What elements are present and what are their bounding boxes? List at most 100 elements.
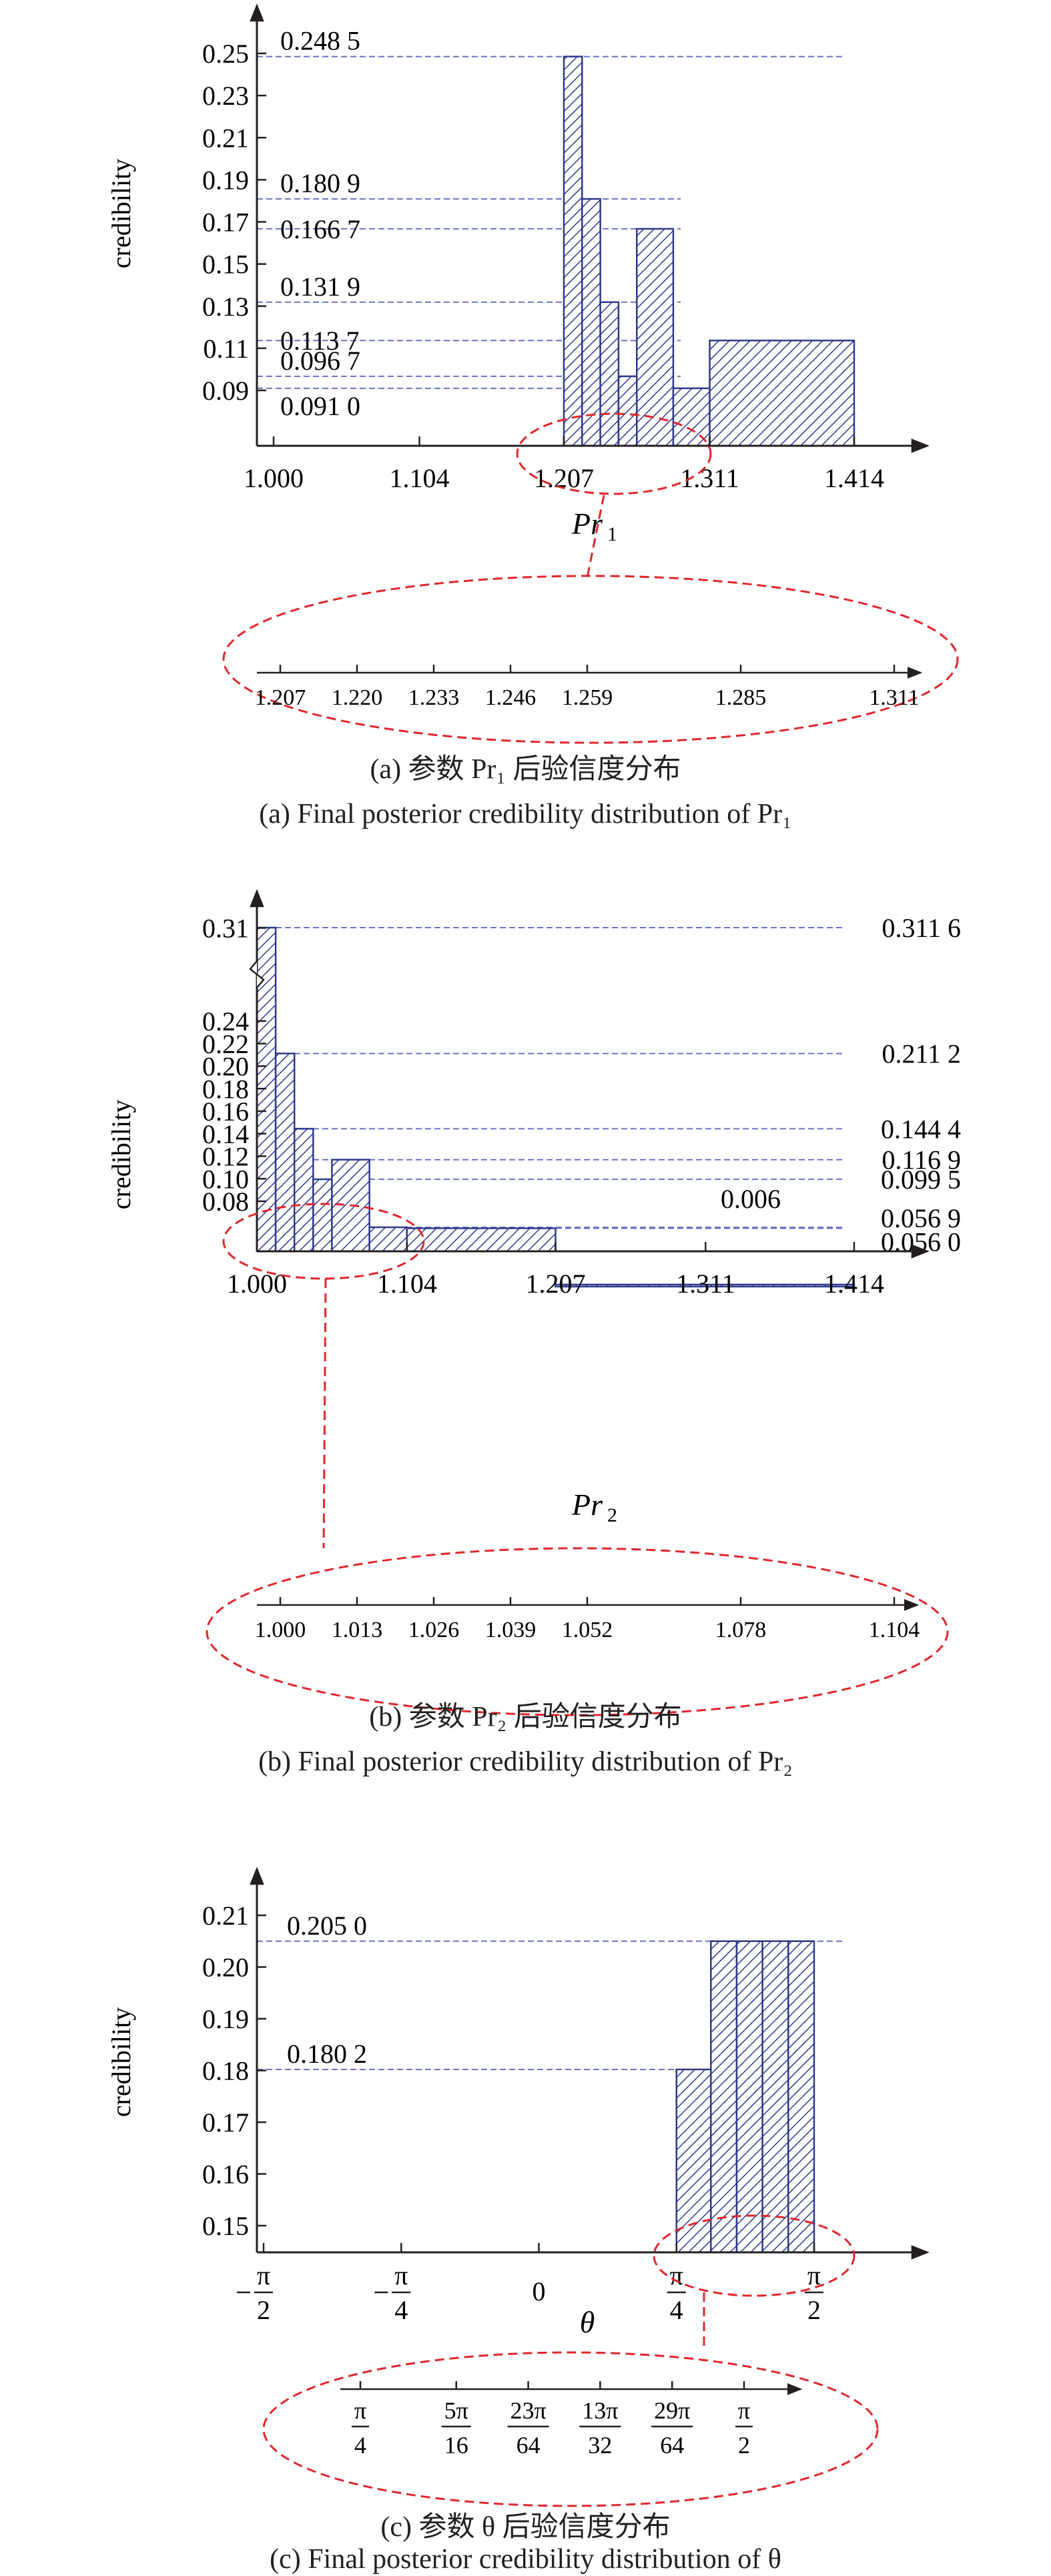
zoom-tick-label-num: 5π	[444, 2397, 468, 2424]
zoom-tick-label: 1.026	[408, 1618, 460, 1642]
zoom-tick-label-num: 23π	[510, 2397, 546, 2424]
x-tick-label: 1.104	[390, 463, 450, 493]
caption-c-cn: (c) 参数 θ 后验信度分布	[380, 2512, 671, 2543]
reference-label: 0.248 5	[280, 26, 360, 56]
x-tick-label: 1.000	[244, 463, 304, 493]
histogram-bar	[761, 1940, 789, 2254]
x-axis-label-subscript: 2	[607, 1504, 617, 1526]
zoom-ellipse	[262, 2351, 879, 2507]
x-axis-label: Pr	[571, 507, 603, 541]
histogram-bar	[636, 228, 675, 447]
zoom-tick-label-den: 32	[588, 2432, 612, 2459]
histogram-bar	[787, 1940, 815, 2254]
histogram-bar	[617, 375, 638, 447]
x-axis-label: Pr	[571, 1488, 603, 1522]
y-tick-label: 0.20	[202, 1052, 249, 1082]
zoom-tick-label: 1.207	[255, 685, 306, 710]
x-tick-label: 1.414	[824, 463, 884, 493]
zoom-tick-label-num: 29π	[654, 2397, 690, 2424]
x-tick-label-den: 2	[807, 2295, 821, 2325]
reference-label: 0.131 9	[280, 272, 360, 302]
zoom-tick-label-den: 16	[444, 2432, 468, 2459]
histogram-bar	[735, 1940, 763, 2254]
histogram-bar	[672, 387, 711, 447]
y-tick-label: 0.19	[202, 2004, 249, 2034]
histogram-bar	[274, 1052, 296, 1253]
histogram-bar	[581, 198, 601, 447]
x-tick-label-num: π	[670, 2260, 683, 2290]
y-tick-label: 0.19	[202, 165, 249, 195]
zoom-tick-label: 1.013	[332, 1618, 383, 1642]
chart-panel-c: credibility 0.205 0 0.180 2 0.15 0.16 0.17 0.1…	[0, 1809, 1051, 2575]
reference-label: 0.091 0	[280, 391, 360, 421]
y-tick-label: 0.20	[202, 1953, 249, 1983]
zoom-tick-label: 1.311	[869, 685, 919, 710]
zoom-tick-label-num: 13π	[582, 2397, 618, 2424]
zoom-highlight-ellipse	[653, 2214, 855, 2297]
y-tick-label: 0.17	[202, 2108, 249, 2138]
zoom-tick-label-den: 2	[738, 2432, 750, 2459]
y-tick-label: 0.08	[202, 1187, 249, 1217]
zoom-connector	[322, 1278, 327, 1549]
zoom-tick-label-num: π	[354, 2397, 366, 2424]
histogram-bar	[293, 1128, 314, 1253]
y-tick-label: 0.16	[202, 1096, 249, 1126]
y-tick-label: 0.13	[202, 292, 249, 322]
x-tick-label: 1.207	[526, 1269, 586, 1299]
y-tick-label: 0.15	[202, 250, 249, 280]
zoom-ellipse	[206, 1547, 949, 1716]
zoom-tick-label-num: π	[738, 2397, 750, 2424]
y-tick-label: 0.31	[202, 913, 249, 943]
y-axis-label: credibility	[106, 159, 136, 268]
y-tick-label: 0.24	[202, 1006, 249, 1036]
zoom-tick-label: 1.233	[408, 685, 460, 710]
zoom-tick-label: 1.000	[255, 1618, 306, 1642]
chart-panel-a: credibility 0.248 5 0.180 9 0.166 7 0.131 9 0…	[0, 0, 1051, 854]
caption-a-cn: (a) 参数 Pr₁ 后验信度分布	[370, 754, 681, 785]
zoom-tick-label-den: 64	[660, 2432, 684, 2459]
y-tick-label: 0.10	[202, 1164, 249, 1194]
zoom-tick-label: 1.104	[869, 1618, 920, 1642]
zoom-ellipse	[222, 575, 959, 744]
y-tick-label: 0.25	[202, 39, 249, 69]
reference-label: 0.205 0	[287, 1911, 367, 1941]
x-tick-label-num: π	[807, 2260, 821, 2290]
zoom-highlight-ellipse	[516, 412, 712, 495]
reference-label: 0.056 9	[881, 1203, 961, 1233]
x-tick-label-den: 4	[670, 2295, 683, 2325]
reference-label: 0.099 5	[881, 1165, 961, 1195]
x-tick-label: 1.104	[377, 1269, 437, 1299]
histogram-bar	[555, 1283, 855, 1288]
x-tick-label: 1.311	[676, 1269, 735, 1299]
caption-a-en: (a) Final posterior credibility distribu…	[259, 799, 792, 830]
caption-b-cn: (b) 参数 Pr₂ 后验信度分布	[369, 1702, 682, 1732]
y-tick-label: 0.16	[202, 2160, 249, 2190]
zoom-tick-label-den: 4	[354, 2432, 366, 2459]
x-tick-label-den: 4	[394, 2295, 408, 2325]
zoom-tick-label: 1.220	[332, 685, 383, 710]
y-tick-label: 0.17	[202, 208, 249, 238]
x-tick-label-num: π	[257, 2260, 270, 2290]
zoom-tick-label: 1.285	[715, 685, 767, 710]
reference-label: 0.166 7	[280, 214, 360, 244]
y-tick-label: 0.15	[202, 2211, 249, 2241]
y-tick-label: 0.09	[202, 376, 249, 406]
x-tick-label: 1.414	[824, 1269, 884, 1299]
x-tick-label-num: π	[394, 2260, 408, 2290]
y-tick-label: 0.21	[202, 123, 249, 153]
zoom-tick-label: 1.078	[715, 1618, 767, 1642]
histogram-bar	[599, 301, 620, 447]
x-tick-label: 1.000	[227, 1269, 287, 1299]
histogram-bar	[368, 1226, 408, 1253]
zoom-highlight-ellipse	[222, 1203, 425, 1280]
zoom-tick-label: 1.246	[485, 685, 537, 710]
reference-label: 0.144 4	[881, 1114, 961, 1144]
y-tick-label: 0.22	[202, 1029, 249, 1059]
reference-label: 0.116 9	[882, 1145, 961, 1175]
bar-annotation: 0.006	[721, 1184, 781, 1214]
histogram-bar	[406, 1227, 557, 1253]
reference-label: 0.311 6	[882, 913, 961, 943]
zoom-tick-label: 1.259	[562, 685, 613, 710]
